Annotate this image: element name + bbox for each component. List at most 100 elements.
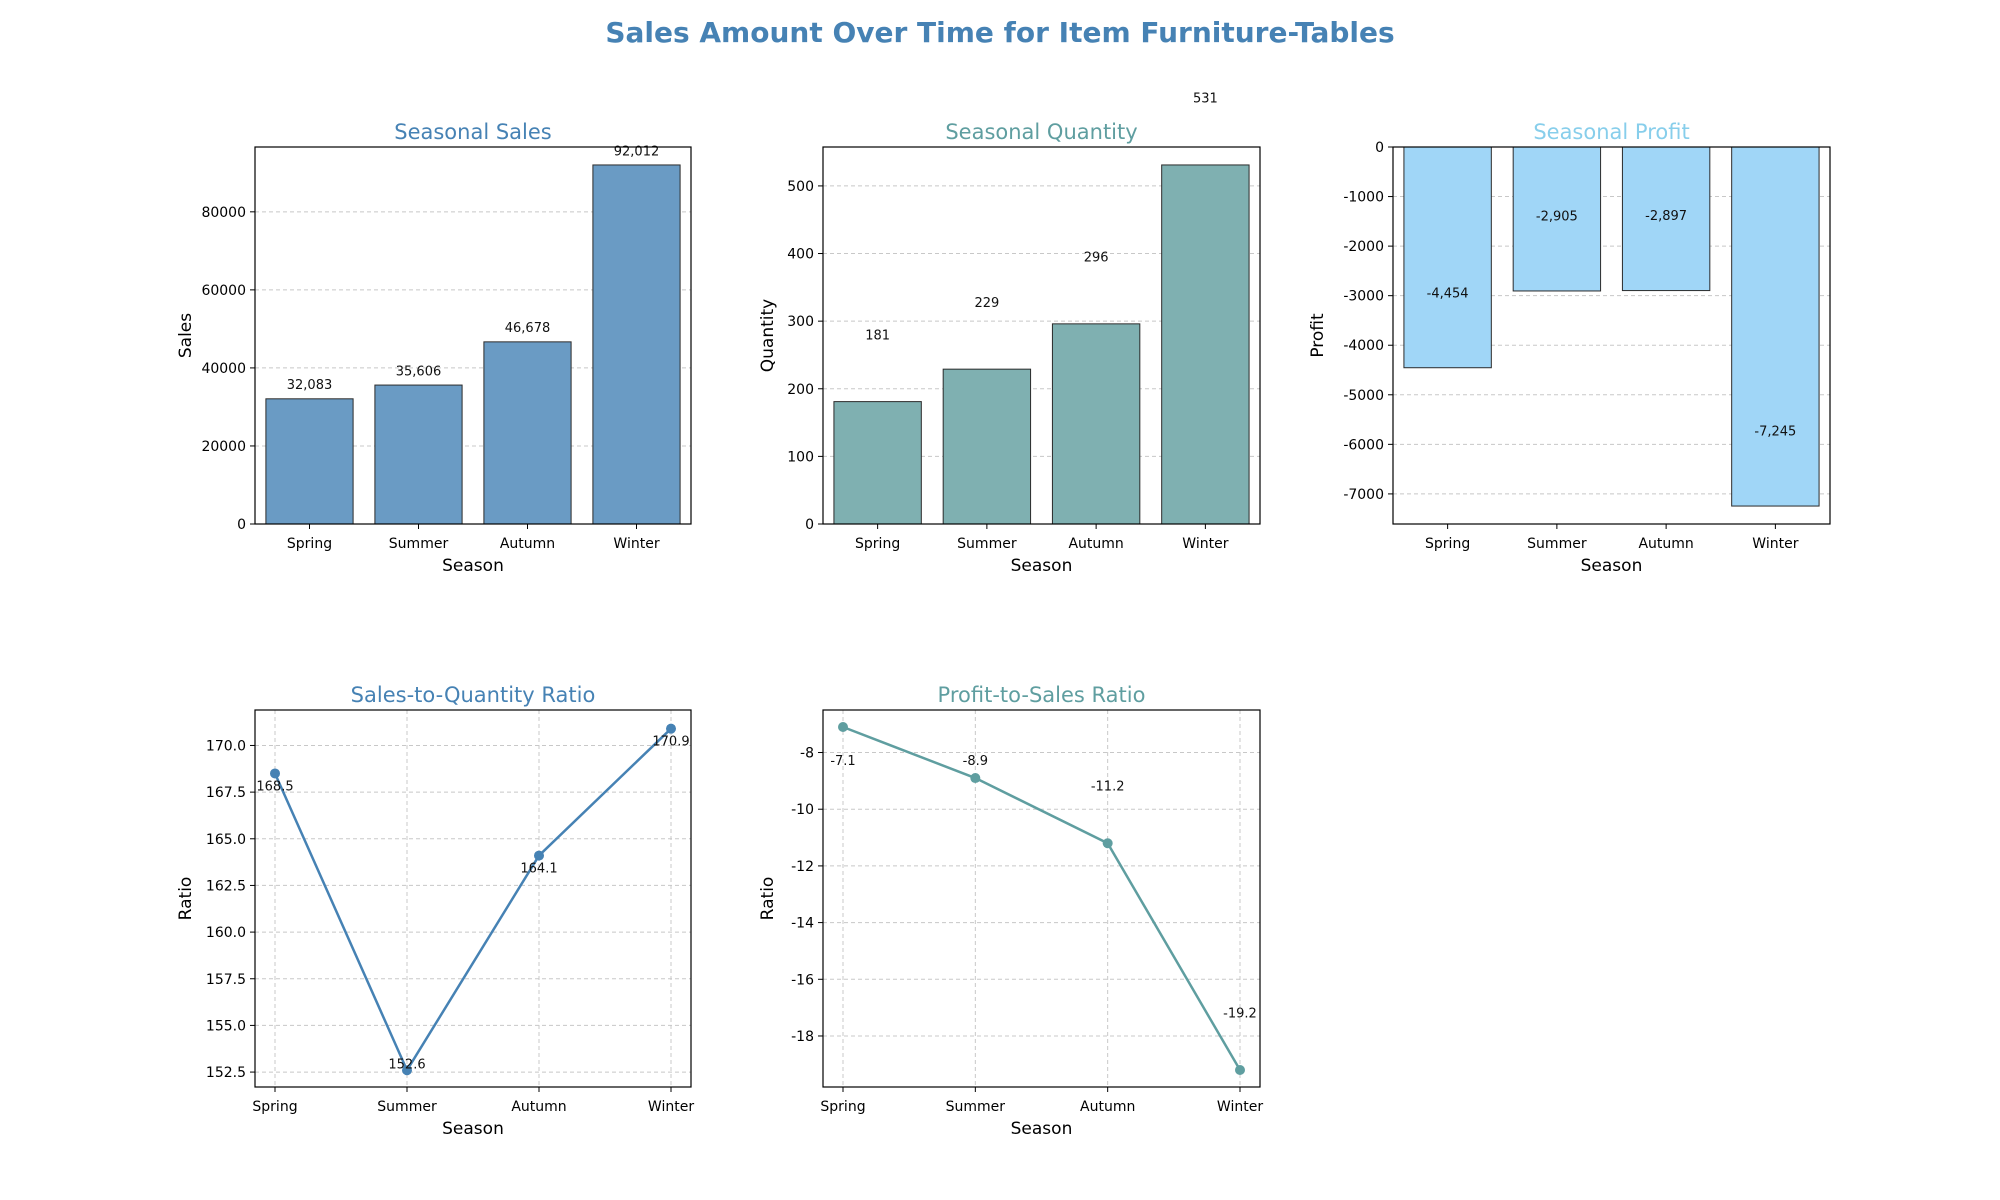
data-point	[402, 1065, 412, 1076]
x-tick-label: Spring	[252, 1099, 297, 1115]
x-tick-label: Spring	[1425, 536, 1470, 552]
y-tick-label: 100	[787, 449, 814, 465]
chart-title: Seasonal Profit	[1533, 120, 1689, 144]
bar-summer	[374, 384, 463, 525]
data-label: 35,606	[396, 364, 442, 379]
x-tick-label: Spring	[287, 536, 332, 552]
x-tick-label: Autumn	[500, 536, 555, 552]
bar-winter	[1731, 146, 1820, 507]
bar-summer	[1512, 146, 1602, 292]
x-tick-label: Autumn	[511, 1099, 566, 1115]
y-tick-label: -6000	[1343, 437, 1384, 453]
data-label: 46,678	[505, 321, 551, 336]
data-label: 92,012	[614, 144, 660, 159]
y-tick-label: 500	[787, 179, 814, 195]
x-tick-label: Spring	[855, 536, 900, 552]
x-axis-label: Season	[1011, 1119, 1073, 1139]
data-label: -8.9	[963, 754, 988, 769]
figure-title: Sales Amount Over Time for Item Furnitur…	[605, 16, 1395, 49]
x-tick-label: Winter	[1217, 1099, 1263, 1115]
bar-winter	[1161, 164, 1250, 525]
plot-frame	[822, 709, 1261, 1088]
data-label: 296	[1084, 251, 1109, 266]
y-tick-label: 157.5	[206, 972, 246, 988]
chart-title: Seasonal Sales	[394, 120, 552, 144]
y-tick-label: 0	[1375, 140, 1384, 156]
y-tick-label: 170.0	[206, 738, 246, 754]
y-tick-label: -7000	[1343, 487, 1384, 503]
y-tick-label: 40000	[201, 361, 246, 377]
x-tick-label: Spring	[820, 1099, 865, 1115]
y-tick-label: 155.0	[206, 1018, 246, 1034]
chart-panel-1: 32,083 35,606 46,678 92,012 0 20000 40000 60000…	[176, 120, 692, 576]
y-tick-label: 20000	[201, 439, 246, 455]
data-point	[270, 768, 280, 779]
data-label: 170.9	[652, 735, 689, 750]
bar-winter	[592, 164, 681, 525]
chart-panel-3: -4,454 -2,905 -2,897 -7,245 0 -1000 -2000 -3000…	[1308, 120, 1831, 576]
y-tick-label: -1000	[1343, 190, 1384, 206]
y-axis-label: Ratio	[758, 877, 778, 921]
y-axis-label: Quantity	[758, 299, 778, 372]
data-label: -11.2	[1091, 780, 1125, 795]
data-label: 152.6	[388, 1058, 425, 1073]
x-axis-label: Season	[1581, 556, 1643, 576]
y-tick-label: -8	[800, 746, 814, 762]
bar-spring	[1403, 146, 1492, 369]
data-label: -7.1	[830, 754, 855, 769]
data-label: -7,245	[1754, 425, 1796, 440]
series-line	[842, 725, 1242, 1071]
x-tick-label: Autumn	[1068, 536, 1123, 552]
data-label: -2,905	[1536, 210, 1578, 225]
data-point	[1102, 838, 1113, 849]
data-label: 181	[865, 328, 890, 343]
y-tick-label: -3000	[1343, 289, 1384, 305]
y-tick-label: -16	[791, 972, 814, 988]
bar-autumn	[1621, 146, 1711, 292]
bar-spring	[833, 401, 922, 525]
x-tick-label: Winter	[613, 536, 659, 552]
y-tick-label: 162.5	[206, 878, 246, 894]
x-axis-label: Season	[442, 556, 504, 576]
y-tick-label: -12	[791, 859, 814, 875]
y-tick-label: -4000	[1343, 338, 1384, 354]
x-tick-label: Summer	[957, 536, 1017, 552]
data-point	[970, 773, 981, 784]
x-axis-label: Season	[442, 1119, 504, 1139]
y-tick-label: -14	[791, 916, 814, 932]
y-tick-label: 300	[787, 314, 814, 330]
y-tick-label: 80000	[201, 205, 246, 221]
chart-title: Sales-to-Quantity Ratio	[351, 683, 596, 707]
bar-autumn	[483, 341, 572, 525]
y-tick-label: 160.0	[206, 925, 246, 941]
y-tick-label: 400	[787, 247, 814, 263]
data-point	[838, 722, 848, 733]
plot-frame	[254, 709, 692, 1088]
bar-spring	[265, 398, 354, 525]
data-label: 164.1	[520, 862, 557, 877]
plot-frame	[822, 146, 1261, 525]
data-label: 168.5	[256, 780, 293, 795]
y-axis-label: Ratio	[176, 877, 196, 921]
y-axis-label: Sales	[176, 313, 196, 358]
y-tick-label: -18	[791, 1029, 814, 1045]
chart-panel-4: 168.5 152.6 164.1 170.9 152.5 155.0 157.5 160.0…	[176, 683, 694, 1139]
series-line	[273, 727, 672, 1073]
x-tick-label: Summer	[389, 536, 449, 552]
y-tick-label: 200	[787, 382, 814, 398]
y-tick-label: -5000	[1343, 388, 1384, 404]
chart-panel-5: -7.1 -8.9 -11.2 -19.2 -8 -10 -12 -14 -16 -18 Sprin…	[758, 683, 1263, 1139]
data-label: 32,083	[287, 378, 333, 393]
y-tick-label: 60000	[201, 283, 246, 299]
y-tick-label: 0	[805, 517, 814, 533]
chart-panel-2: 181 229 296 531 0 100 200 300 400 500 Spring Summer…	[758, 92, 1261, 576]
plot-frame	[1392, 146, 1831, 525]
x-tick-label: Winter	[1752, 536, 1798, 552]
x-tick-label: Winter	[1182, 536, 1228, 552]
x-tick-label: Autumn	[1080, 1099, 1135, 1115]
y-tick-label: -2000	[1343, 239, 1384, 255]
data-label: -4,454	[1427, 286, 1469, 301]
x-tick-label: Summer	[1527, 536, 1587, 552]
data-label: -2,897	[1645, 209, 1687, 224]
